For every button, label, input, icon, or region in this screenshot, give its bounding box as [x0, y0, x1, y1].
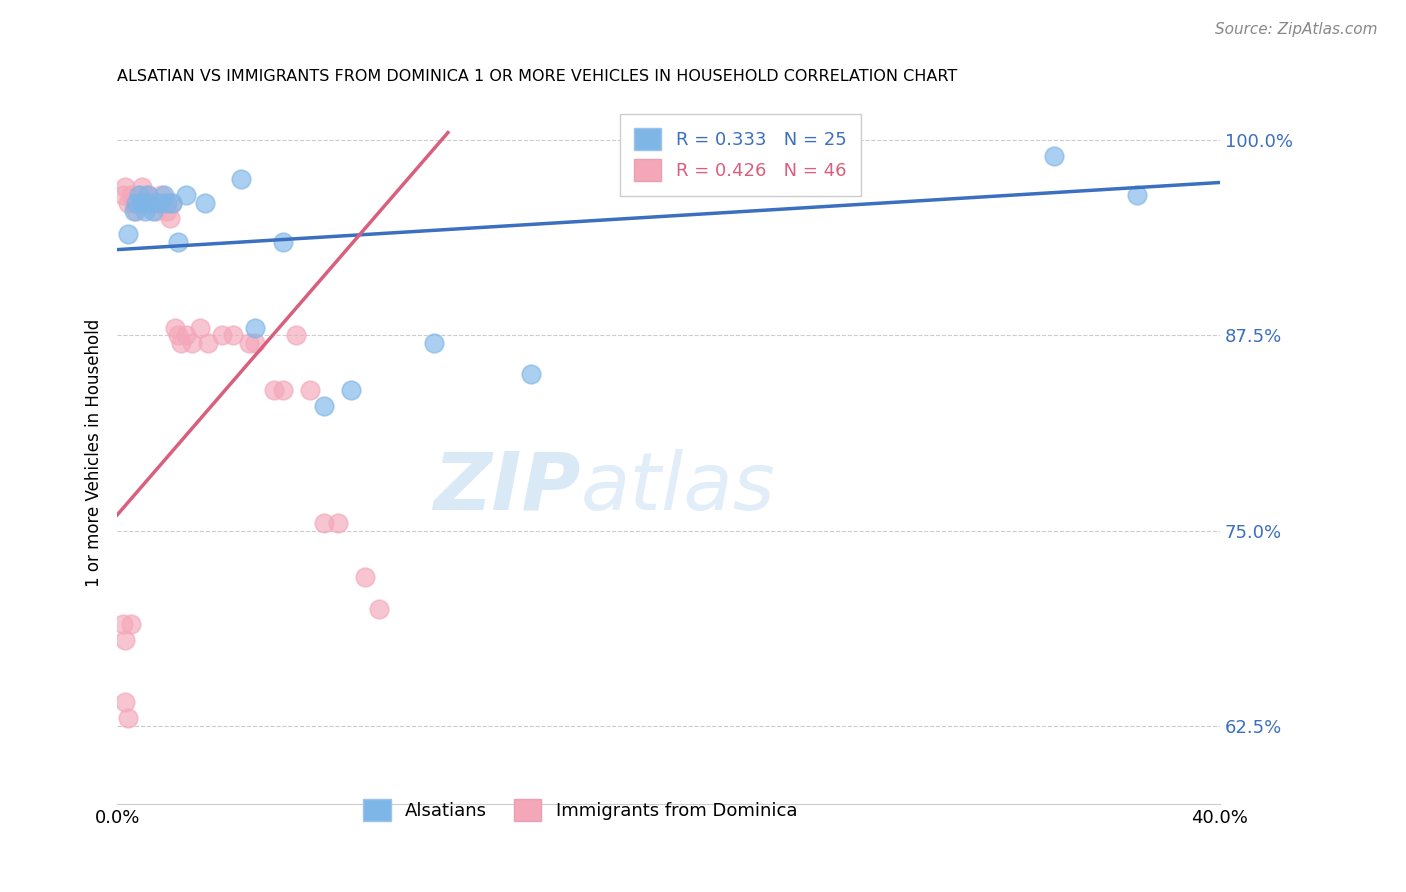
Point — [368, 601, 391, 615]
Point — [117, 227, 139, 241]
Point — [128, 188, 150, 202]
Point — [1126, 188, 1149, 202]
Point — [222, 328, 245, 343]
Point — [142, 203, 165, 218]
Point — [125, 195, 148, 210]
Point — [271, 383, 294, 397]
Point — [148, 195, 170, 210]
Point — [111, 188, 134, 202]
Point — [125, 195, 148, 210]
Point — [134, 203, 156, 218]
Point — [211, 328, 233, 343]
Point — [122, 203, 145, 218]
Point — [162, 195, 184, 210]
Point — [153, 188, 176, 202]
Point — [156, 195, 179, 210]
Point — [326, 516, 349, 530]
Point — [312, 399, 335, 413]
Point — [165, 320, 187, 334]
Point — [145, 203, 167, 218]
Point — [131, 180, 153, 194]
Y-axis label: 1 or more Vehicles in Household: 1 or more Vehicles in Household — [86, 318, 103, 587]
Point — [114, 632, 136, 647]
Point — [188, 320, 211, 334]
Point — [166, 328, 188, 343]
Point — [263, 383, 285, 397]
Point — [156, 203, 179, 218]
Point — [231, 172, 253, 186]
Text: Source: ZipAtlas.com: Source: ZipAtlas.com — [1215, 22, 1378, 37]
Point — [150, 188, 173, 202]
Point — [122, 195, 145, 210]
Point — [148, 195, 170, 210]
Point — [139, 195, 162, 210]
Point — [117, 195, 139, 210]
Point — [197, 336, 219, 351]
Point — [271, 235, 294, 249]
Point — [136, 188, 159, 202]
Point — [162, 195, 184, 210]
Point — [180, 336, 202, 351]
Point — [139, 195, 162, 210]
Point — [125, 203, 148, 218]
Text: ZIP: ZIP — [433, 449, 581, 526]
Point — [285, 328, 308, 343]
Point — [354, 570, 377, 584]
Point — [1043, 149, 1066, 163]
Point — [128, 195, 150, 210]
Point — [134, 188, 156, 202]
Point — [519, 368, 541, 382]
Point — [169, 336, 191, 351]
Text: atlas: atlas — [581, 449, 775, 526]
Point — [117, 711, 139, 725]
Point — [142, 195, 165, 210]
Point — [299, 383, 322, 397]
Point — [153, 195, 176, 210]
Point — [423, 336, 446, 351]
Point — [174, 188, 197, 202]
Point — [131, 195, 153, 210]
Legend: Alsatians, Immigrants from Dominica: Alsatians, Immigrants from Dominica — [350, 786, 810, 833]
Point — [159, 211, 181, 226]
Point — [120, 617, 142, 632]
Point — [128, 188, 150, 202]
Point — [312, 516, 335, 530]
Point — [166, 235, 188, 249]
Point — [194, 195, 217, 210]
Point — [114, 695, 136, 709]
Point — [238, 336, 260, 351]
Point — [243, 320, 266, 334]
Point — [174, 328, 197, 343]
Point — [120, 188, 142, 202]
Point — [111, 617, 134, 632]
Point — [243, 336, 266, 351]
Text: ALSATIAN VS IMMIGRANTS FROM DOMINICA 1 OR MORE VEHICLES IN HOUSEHOLD CORRELATION: ALSATIAN VS IMMIGRANTS FROM DOMINICA 1 O… — [117, 69, 957, 84]
Point — [136, 188, 159, 202]
Point — [340, 383, 363, 397]
Point — [134, 195, 156, 210]
Point — [114, 180, 136, 194]
